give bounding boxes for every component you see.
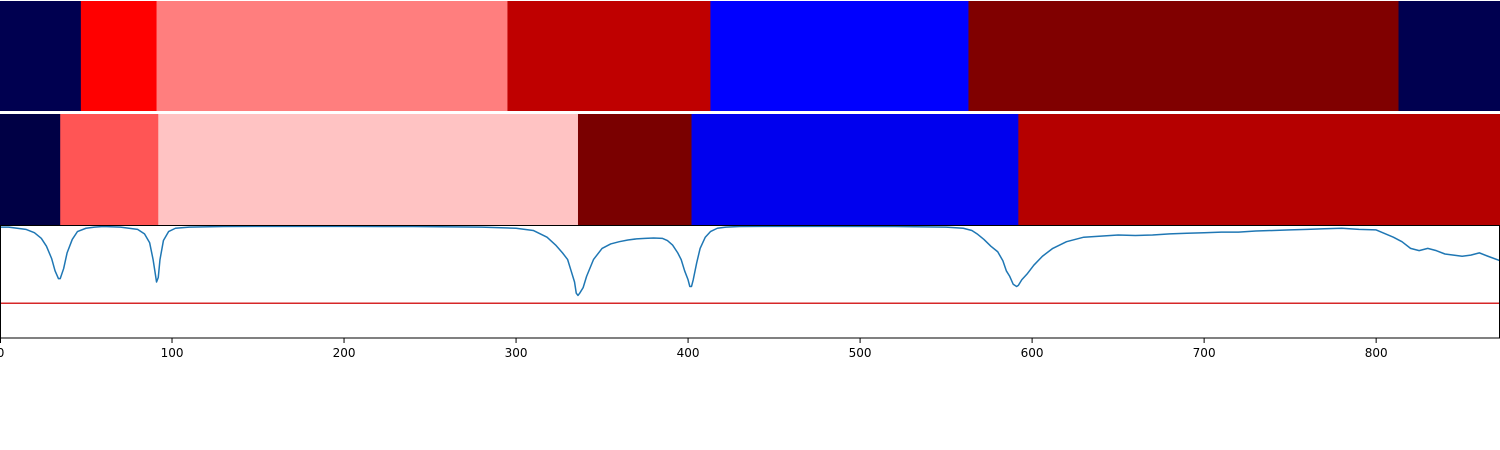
segment-2-4 bbox=[577, 114, 693, 225]
segment-2-3 bbox=[158, 114, 579, 225]
x-tick-label-0: 0 bbox=[0, 346, 4, 360]
line-panel-background bbox=[0, 226, 1500, 338]
segment-row-1 bbox=[0, 1, 1500, 111]
segment-1-5 bbox=[710, 1, 969, 111]
segment-1-1 bbox=[0, 1, 82, 111]
x-tick-label-500: 500 bbox=[849, 346, 872, 360]
segment-2-1 bbox=[0, 114, 61, 225]
x-tick-label-400: 400 bbox=[677, 346, 700, 360]
x-tick-label-700: 700 bbox=[1193, 346, 1216, 360]
x-axis: 0 100 200 300 400 500 600 700 800 bbox=[0, 338, 1388, 360]
segment-1-7 bbox=[1398, 1, 1500, 111]
segment-1-2 bbox=[80, 1, 158, 111]
segment-2-6 bbox=[1018, 114, 1500, 225]
line-panel bbox=[0, 225, 1500, 338]
x-tick-label-100: 100 bbox=[161, 346, 184, 360]
x-tick-label-600: 600 bbox=[1021, 346, 1044, 360]
series-line bbox=[0, 225, 1500, 297]
segment-2-2 bbox=[60, 114, 159, 225]
segment-2-5 bbox=[691, 114, 1019, 225]
x-tick-label-800: 800 bbox=[1365, 346, 1388, 360]
segment-1-3 bbox=[156, 1, 508, 111]
segment-1-6 bbox=[968, 1, 1400, 111]
segment-1-4 bbox=[507, 1, 711, 111]
segment-row-2 bbox=[0, 114, 1500, 225]
x-tick-label-200: 200 bbox=[333, 346, 356, 360]
x-tick-label-300: 300 bbox=[505, 346, 528, 360]
